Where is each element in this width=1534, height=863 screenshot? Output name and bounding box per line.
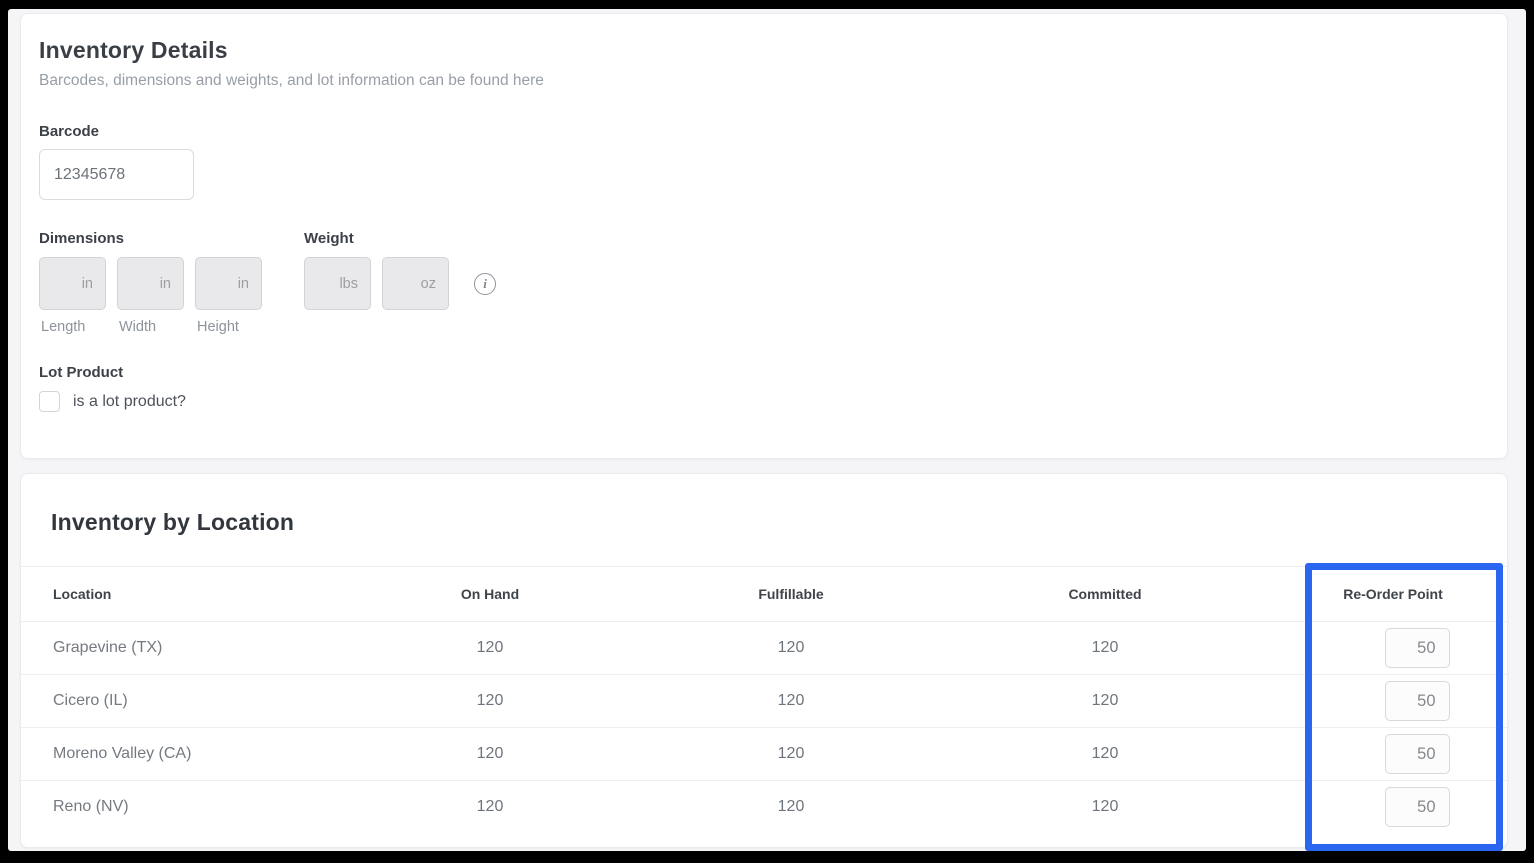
reorder-point-cell: [1277, 727, 1507, 781]
fulfillable-cell: 120: [649, 674, 933, 728]
lot-product-checkbox[interactable]: [39, 391, 60, 412]
inventory-details-subtitle: Barcodes, dimensions and weights, and lo…: [39, 72, 544, 89]
column-header-reorder-point: Re-Order Point: [1277, 566, 1507, 622]
barcode-input[interactable]: [39, 149, 194, 200]
inventory-details-title: Inventory Details: [39, 37, 228, 63]
committed-cell: 120: [933, 674, 1277, 728]
inventory-by-location-title: Inventory by Location: [51, 509, 295, 535]
location-cell: Grapevine (TX): [21, 621, 331, 675]
dimension-field-width: Width: [117, 257, 184, 335]
dimensions-label: Dimensions: [39, 230, 125, 247]
column-header-committed: Committed: [933, 566, 1277, 622]
column-header-fulfillable: Fulfillable: [649, 566, 933, 622]
on-hand-cell: 120: [331, 621, 649, 675]
lot-product-label: Lot Product: [39, 364, 124, 381]
weight-group: Weight i: [304, 230, 496, 335]
reorder-point-input[interactable]: [1384, 734, 1450, 774]
reorder-point-cell: [1277, 621, 1507, 675]
inventory-table: Location On Hand Fulfillable Committed R…: [21, 566, 1507, 834]
weight-lbs-input[interactable]: [304, 257, 371, 310]
weight-oz-input[interactable]: [382, 257, 449, 310]
lot-product-row: is a lot product?: [39, 391, 1479, 412]
fulfillable-cell: 120: [649, 621, 933, 675]
dimensions-weight-row: Dimensions Length Width Height: [39, 230, 1479, 335]
inventory-by-location-card: Inventory by Location Location On Hand F…: [20, 473, 1508, 848]
length-input[interactable]: [39, 257, 106, 310]
fulfillable-cell: 120: [777, 798, 805, 816]
weight-inputs-row: i: [304, 257, 496, 310]
committed-cell: 120: [1091, 798, 1119, 816]
inventory-details-card: Inventory Details Barcodes, dimensions a…: [20, 13, 1508, 459]
dimensions-group: Dimensions Length Width Height: [39, 230, 262, 335]
location-cell: Reno (NV): [53, 798, 129, 816]
on-hand-cell: 120: [476, 798, 504, 816]
table-row: Cicero (IL) 120 120 120: [21, 674, 1507, 728]
info-icon[interactable]: i: [474, 272, 496, 295]
lot-product-checkbox-label: is a lot product?: [73, 392, 186, 410]
dimension-field-length: Length: [39, 257, 106, 335]
table-header-row: Location On Hand Fulfillable Committed R…: [21, 566, 1507, 622]
reorder-point-input[interactable]: [1384, 681, 1450, 721]
height-input[interactable]: [195, 257, 262, 310]
dimensions-inputs-row: Length Width Height: [39, 257, 262, 335]
column-header-location: Location: [21, 566, 331, 622]
reorder-point-cell: [1277, 674, 1507, 728]
location-cell: Cicero (IL): [21, 674, 331, 728]
reorder-point-input[interactable]: [1384, 787, 1450, 828]
on-hand-cell: 120: [331, 727, 649, 781]
length-caption: Length: [41, 319, 86, 335]
fulfillable-cell: 120: [649, 727, 933, 781]
location-cell: Moreno Valley (CA): [21, 727, 331, 781]
reorder-point-input[interactable]: [1384, 628, 1450, 668]
width-input[interactable]: [117, 257, 184, 310]
on-hand-cell: 120: [331, 674, 649, 728]
committed-cell: 120: [933, 727, 1277, 781]
barcode-label: Barcode: [39, 123, 100, 140]
height-caption: Height: [197, 319, 239, 335]
width-caption: Width: [119, 319, 157, 335]
table-row: Grapevine (TX) 120 120 120: [21, 621, 1507, 675]
column-header-on-hand: On Hand: [331, 566, 649, 622]
table-row: Reno (NV) 120 120 120: [21, 781, 1507, 834]
committed-cell: 120: [933, 621, 1277, 675]
reorder-point-cell: [1277, 781, 1507, 834]
weight-label: Weight: [304, 230, 354, 247]
dimension-field-height: Height: [195, 257, 262, 335]
page-background: Inventory Details Barcodes, dimensions a…: [8, 9, 1526, 851]
table-row: Moreno Valley (CA) 120 120 120: [21, 727, 1507, 781]
